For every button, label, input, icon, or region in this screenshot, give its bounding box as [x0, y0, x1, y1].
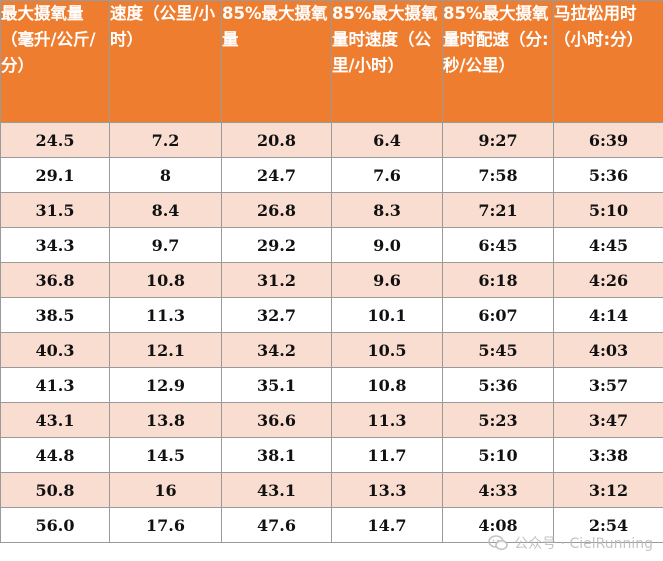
- cell-85-pace: 6:18: [442, 262, 554, 298]
- table-row: 38.5 11.3 32.7 10.1 6:07 4:14: [0, 297, 663, 333]
- table-body: 24.5 7.2 20.8 6.4 9:27 6:39 29.1 8 24.7 7.6 7:58 5:…: [0, 122, 663, 543]
- header-marathon-time: 马拉松用时（小时:分）: [553, 0, 663, 123]
- cell-speed: 12.9: [109, 367, 222, 403]
- cell-85-speed: 14.7: [331, 507, 443, 543]
- cell-85-vo2max: 24.7: [221, 157, 332, 193]
- header-85-pace: 85%最大摄氧量时配速（分:秒/公里）: [442, 0, 554, 123]
- table-header: 最大摄氧量（毫升/公斤/分） 速度（公里/小时） 85%最大摄氧量 85%最大摄…: [0, 0, 663, 123]
- cell-vo2max: 24.5: [0, 122, 110, 158]
- cell-85-pace: 5:45: [442, 332, 554, 368]
- cell-85-speed: 8.3: [331, 192, 443, 228]
- cell-85-pace: 7:21: [442, 192, 554, 228]
- header-row: 最大摄氧量（毫升/公斤/分） 速度（公里/小时） 85%最大摄氧量 85%最大摄…: [0, 0, 663, 123]
- cell-speed: 17.6: [109, 507, 222, 543]
- cell-vo2max: 40.3: [0, 332, 110, 368]
- cell-85-pace: 4:33: [442, 472, 554, 508]
- cell-85-vo2max: 20.8: [221, 122, 332, 158]
- cell-speed: 16: [109, 472, 222, 508]
- table-row: 44.8 14.5 38.1 11.7 5:10 3:38: [0, 437, 663, 473]
- cell-85-speed: 11.3: [331, 402, 443, 438]
- header-85-vo2max: 85%最大摄氧量: [221, 0, 332, 123]
- cell-marathon-time: 3:38: [553, 437, 663, 473]
- cell-marathon-time: 4:14: [553, 297, 663, 333]
- cell-85-vo2max: 38.1: [221, 437, 332, 473]
- cell-85-speed: 9.0: [331, 227, 443, 263]
- table-row: 40.3 12.1 34.2 10.5 5:45 4:03: [0, 332, 663, 368]
- cell-speed: 8: [109, 157, 222, 193]
- table-row: 50.8 16 43.1 13.3 4:33 3:12: [0, 472, 663, 508]
- cell-speed: 9.7: [109, 227, 222, 263]
- cell-vo2max: 44.8: [0, 437, 110, 473]
- cell-85-pace: 5:36: [442, 367, 554, 403]
- table-row: 24.5 7.2 20.8 6.4 9:27 6:39: [0, 122, 663, 158]
- table-row: 34.3 9.7 29.2 9.0 6:45 4:45: [0, 227, 663, 263]
- cell-marathon-time: 2:54: [553, 507, 663, 543]
- cell-speed: 13.8: [109, 402, 222, 438]
- watermark-text: 公众号 · CielRunning: [514, 536, 653, 552]
- cell-vo2max: 38.5: [0, 297, 110, 333]
- cell-85-pace: 6:45: [442, 227, 554, 263]
- cell-speed: 12.1: [109, 332, 222, 368]
- cell-85-vo2max: 26.8: [221, 192, 332, 228]
- table-row: 31.5 8.4 26.8 8.3 7:21 5:10: [0, 192, 663, 228]
- table-row: 43.1 13.8 36.6 11.3 5:23 3:47: [0, 402, 663, 438]
- watermark: 公众号 · CielRunning: [488, 533, 653, 553]
- table-row: 29.1 8 24.7 7.6 7:58 5:36: [0, 157, 663, 193]
- cell-85-vo2max: 31.2: [221, 262, 332, 298]
- cell-speed: 7.2: [109, 122, 222, 158]
- cell-85-vo2max: 43.1: [221, 472, 332, 508]
- cell-85-speed: 9.6: [331, 262, 443, 298]
- cell-85-pace: 5:23: [442, 402, 554, 438]
- cell-85-speed: 13.3: [331, 472, 443, 508]
- cell-vo2max: 29.1: [0, 157, 110, 193]
- cell-speed: 10.8: [109, 262, 222, 298]
- cell-marathon-time: 5:10: [553, 192, 663, 228]
- cell-vo2max: 34.3: [0, 227, 110, 263]
- cell-85-pace: 9:27: [442, 122, 554, 158]
- cell-marathon-time: 6:39: [553, 122, 663, 158]
- cell-85-speed: 10.5: [331, 332, 443, 368]
- cell-85-speed: 7.6: [331, 157, 443, 193]
- header-speed: 速度（公里/小时）: [109, 0, 222, 123]
- cell-marathon-time: 5:36: [553, 157, 663, 193]
- cell-speed: 8.4: [109, 192, 222, 228]
- cell-85-vo2max: 29.2: [221, 227, 332, 263]
- table-row: 36.8 10.8 31.2 9.6 6:18 4:26: [0, 262, 663, 298]
- header-85-speed: 85%最大摄氧量时速度（公里/小时）: [331, 0, 443, 123]
- cell-marathon-time: 3:12: [553, 472, 663, 508]
- cell-85-speed: 10.1: [331, 297, 443, 333]
- cell-marathon-time: 4:26: [553, 262, 663, 298]
- cell-85-vo2max: 36.6: [221, 402, 332, 438]
- cell-vo2max: 36.8: [0, 262, 110, 298]
- cell-marathon-time: 4:03: [553, 332, 663, 368]
- cell-85-vo2max: 47.6: [221, 507, 332, 543]
- cell-vo2max: 31.5: [0, 192, 110, 228]
- cell-speed: 14.5: [109, 437, 222, 473]
- cell-85-speed: 11.7: [331, 437, 443, 473]
- table-row: 41.3 12.9 35.1 10.8 5:36 3:57: [0, 367, 663, 403]
- cell-85-vo2max: 34.2: [221, 332, 332, 368]
- cell-marathon-time: 4:45: [553, 227, 663, 263]
- cell-85-pace: 6:07: [442, 297, 554, 333]
- cell-vo2max: 50.8: [0, 472, 110, 508]
- cell-vo2max: 56.0: [0, 507, 110, 543]
- cell-85-speed: 6.4: [331, 122, 443, 158]
- cell-marathon-time: 3:57: [553, 367, 663, 403]
- header-vo2max: 最大摄氧量（毫升/公斤/分）: [0, 0, 110, 123]
- vo2max-table: 最大摄氧量（毫升/公斤/分） 速度（公里/小时） 85%最大摄氧量 85%最大摄…: [0, 0, 663, 543]
- cell-85-vo2max: 35.1: [221, 367, 332, 403]
- cell-85-pace: 5:10: [442, 437, 554, 473]
- wechat-icon: [488, 535, 508, 551]
- cell-marathon-time: 3:47: [553, 402, 663, 438]
- cell-vo2max: 41.3: [0, 367, 110, 403]
- cell-85-speed: 10.8: [331, 367, 443, 403]
- cell-vo2max: 43.1: [0, 402, 110, 438]
- cell-85-pace: 7:58: [442, 157, 554, 193]
- cell-speed: 11.3: [109, 297, 222, 333]
- cell-85-vo2max: 32.7: [221, 297, 332, 333]
